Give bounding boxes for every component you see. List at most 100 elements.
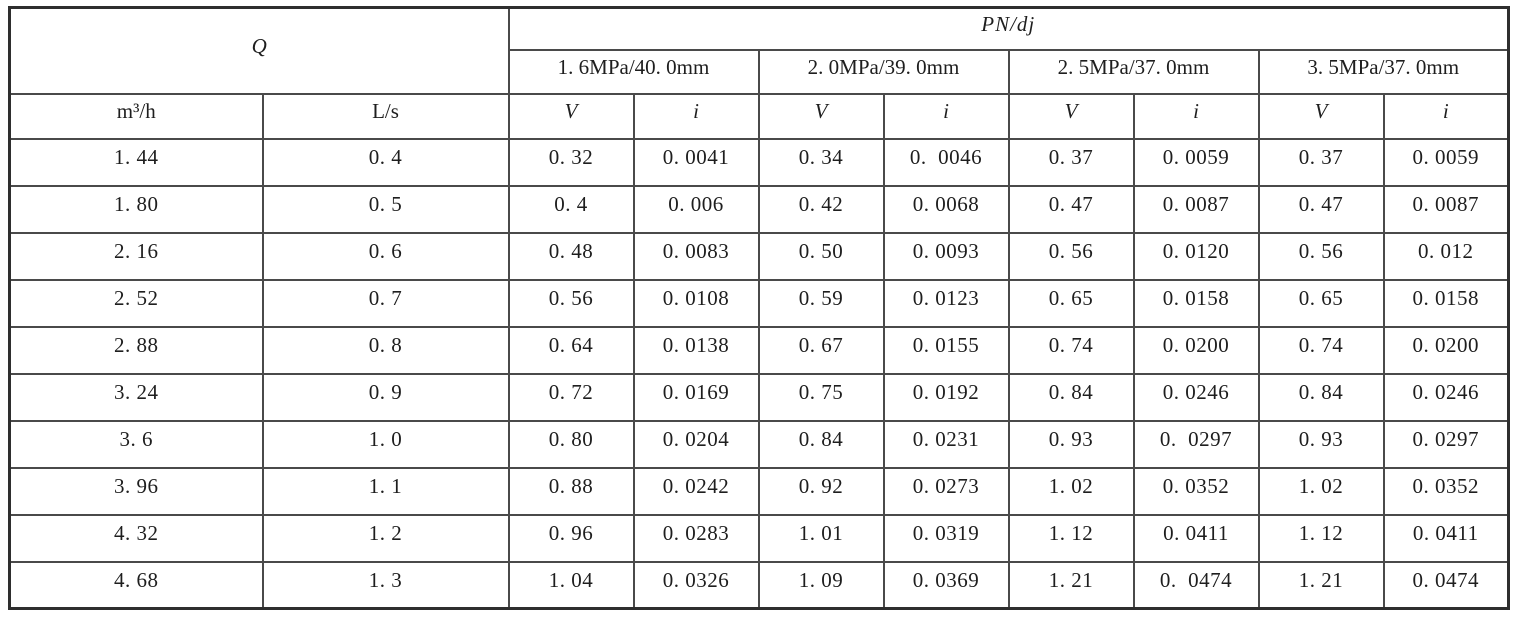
table-body: 1. 44 0. 4 0. 32 0. 0041 0. 34 0. 0046 0… [8,137,1510,610]
cell: 0. 0246 [1132,372,1260,422]
cell: 0. 0123 [882,278,1010,328]
cell: 0. 0204 [632,419,760,469]
v-header: V [507,92,635,140]
pn-dj-header: PN/dj [507,6,1510,51]
cell: 0. 0138 [632,325,760,375]
cell: 0. 93 [1257,419,1385,469]
table-row: 4. 32 1. 2 0. 96 0. 0283 1. 01 0. 0319 1… [8,513,1510,563]
cell: 0. 7 [261,278,510,328]
cell: 0. 0297 [1382,419,1510,469]
cell: 0. 0242 [632,466,760,516]
cell: 0. 0474 [1132,560,1260,610]
cell: 0. 84 [1007,372,1135,422]
cell: 2. 88 [8,325,264,375]
cell: 0. 8 [261,325,510,375]
cell: 0. 0158 [1132,278,1260,328]
cell: 0. 012 [1382,231,1510,281]
table-row: 3. 24 0. 9 0. 72 0. 0169 0. 75 0. 0192 0… [8,372,1510,422]
cell: 0. 0411 [1132,513,1260,563]
table-row: 3. 6 1. 0 0. 80 0. 0204 0. 84 0. 0231 0.… [8,419,1510,469]
cell: 0. 67 [757,325,885,375]
cell: 0. 74 [1007,325,1135,375]
spec-header-3-5mpa: 3. 5MPa/37. 0mm [1257,48,1510,95]
cell: 0. 56 [1257,231,1385,281]
i-header: i [882,92,1010,140]
v-header: V [1257,92,1385,140]
cell: 0. 74 [1257,325,1385,375]
cell: 0. 75 [757,372,885,422]
cell: 0. 0108 [632,278,760,328]
cell: 0. 6 [261,231,510,281]
cell: 0. 0059 [1382,137,1510,187]
cell: 1. 21 [1257,560,1385,610]
cell: 0. 0120 [1132,231,1260,281]
cell: 0. 0083 [632,231,760,281]
table-row: 3. 96 1. 1 0. 88 0. 0242 0. 92 0. 0273 1… [8,466,1510,516]
cell: 0. 0319 [882,513,1010,563]
cell: 1. 80 [8,184,264,234]
cell: 0. 0474 [1382,560,1510,610]
cell: 0. 84 [757,419,885,469]
cell: 0. 93 [1007,419,1135,469]
i-header: i [1132,92,1260,140]
cell: 0. 42 [757,184,885,234]
cell: 0. 0200 [1382,325,1510,375]
cell: 0. 0059 [1132,137,1260,187]
cell: 0. 92 [757,466,885,516]
cell: 0. 47 [1007,184,1135,234]
cell: 0. 84 [1257,372,1385,422]
cell: 0. 34 [757,137,885,187]
cell: 3. 24 [8,372,264,422]
cell: 3. 96 [8,466,264,516]
cell: 0. 37 [1257,137,1385,187]
cell: 1. 12 [1007,513,1135,563]
table-row: 1. 80 0. 5 0. 4 0. 006 0. 42 0. 0068 0. … [8,184,1510,234]
cell: 0. 0297 [1132,419,1260,469]
cell: 0. 4 [261,137,510,187]
cell: 0. 80 [507,419,635,469]
cell: 1. 1 [261,466,510,516]
cell: 0. 56 [507,278,635,328]
cell: 0. 0158 [1382,278,1510,328]
unit-header-m3h: m³/h [8,92,264,140]
cell: 0. 0087 [1382,184,1510,234]
cell: 0. 59 [757,278,885,328]
cell: 1. 01 [757,513,885,563]
pipe-hydraulic-table: Q PN/dj 1. 6MPa/40. 0mm 2. 0MPa/39. 0mm … [8,6,1511,610]
cell: 0. 5 [261,184,510,234]
cell: 0. 96 [507,513,635,563]
cell: 0. 37 [1007,137,1135,187]
cell: 1. 09 [757,560,885,610]
spec-header-2-0mpa: 2. 0MPa/39. 0mm [757,48,1010,95]
table-row: 1. 44 0. 4 0. 32 0. 0041 0. 34 0. 0046 0… [8,137,1510,187]
cell: 0. 0087 [1132,184,1260,234]
table-row: 2. 16 0. 6 0. 48 0. 0083 0. 50 0. 0093 0… [8,231,1510,281]
cell: 0. 0246 [1382,372,1510,422]
cell: 0. 0326 [632,560,760,610]
cell: 0. 0352 [1132,466,1260,516]
cell: 0. 65 [1257,278,1385,328]
cell: 0. 4 [507,184,635,234]
cell: 0. 48 [507,231,635,281]
cell: 0. 0273 [882,466,1010,516]
cell: 0. 47 [1257,184,1385,234]
cell: 0. 88 [507,466,635,516]
cell: 1. 02 [1007,466,1135,516]
cell: 3. 6 [8,419,264,469]
cell: 0. 65 [1007,278,1135,328]
cell: 0. 0093 [882,231,1010,281]
table-header: Q PN/dj 1. 6MPa/40. 0mm 2. 0MPa/39. 0mm … [8,6,1510,140]
cell: 0. 72 [507,372,635,422]
cell: 0. 50 [757,231,885,281]
header-row-top: Q PN/dj [8,6,1510,95]
cell: 0. 0041 [632,137,760,187]
cell: 0. 56 [1007,231,1135,281]
cell: 1. 02 [1257,466,1385,516]
cell: 1. 21 [1007,560,1135,610]
cell: 4. 68 [8,560,264,610]
cell: 0. 9 [261,372,510,422]
cell: 4. 32 [8,513,264,563]
v-header: V [1007,92,1135,140]
cell: 0. 0192 [882,372,1010,422]
